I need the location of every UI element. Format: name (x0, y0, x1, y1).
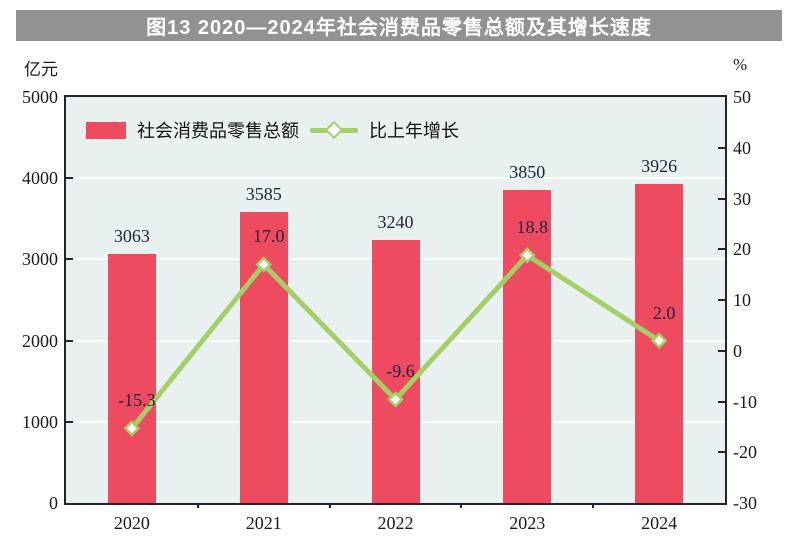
x-axis-label-2023: 2023 (509, 513, 546, 533)
left-axis-tick (66, 258, 73, 261)
right-axis-tick (718, 299, 725, 301)
legend-line-label: 比上年增长 (369, 121, 459, 141)
bar-2022 (371, 239, 420, 503)
left-axis-label: 3000 (22, 249, 58, 270)
growth-marker-2021 (255, 256, 272, 273)
left-axis-label: 2000 (22, 330, 58, 351)
right-axis-tick (718, 400, 725, 403)
plot-area: 3063 3585 3240 3850 3926 -15.3 17.0 -9.6 18.8 2.0… (64, 95, 727, 505)
x-axis-label-2021: 2021 (245, 513, 282, 533)
right-axis-label: 0 (733, 340, 742, 361)
x-axis-label-2022: 2022 (377, 513, 414, 533)
growth-marker-2024 (650, 332, 668, 349)
right-axis-tick (718, 349, 725, 352)
x-axis-boundary-tick (328, 503, 331, 508)
bar-value-label: 3926 (641, 156, 678, 177)
right-axis-tick (718, 197, 725, 200)
left-axis-label: 1000 (22, 411, 58, 432)
legend-diamond-marker (324, 120, 344, 140)
right-axis-label: -10 (733, 391, 757, 412)
growth-marker-2020 (123, 420, 141, 437)
growth-marker-2023 (519, 247, 536, 264)
right-axis-label: 30 (733, 188, 751, 209)
bar-value-label: 3585 (245, 183, 282, 204)
x-axis-label-2020: 2020 (113, 513, 150, 533)
right-axis-tick (718, 146, 725, 149)
figure-title: 图13 2020—2024年社会消费品零售总额及其增长速度 (146, 17, 652, 39)
x-axis-boundary-tick (592, 503, 595, 508)
growth-marker-2022 (387, 391, 404, 408)
bar-2020 (107, 254, 156, 503)
right-axis-label: -20 (733, 442, 757, 463)
left-axis-label: 4000 (22, 168, 58, 189)
x-axis-label-2024: 2024 (641, 513, 678, 533)
left-axis-label: 5000 (22, 87, 58, 107)
right-axis-label: -30 (733, 493, 757, 513)
legend-bar-label: 社会消费品零售总额 (137, 121, 299, 141)
growth-value-label: -15.3 (118, 390, 156, 411)
growth-value-label: 18.8 (516, 217, 549, 238)
growth-line-layer (123, 247, 668, 437)
bar-value-label: 3850 (509, 162, 546, 183)
left-axis-label: 0 (49, 493, 58, 513)
x-axis-boundary-tick (196, 503, 199, 508)
left-axis-unit: 亿元 (24, 60, 58, 79)
legend: 社会消费品零售总额 比上年增长 (86, 117, 459, 143)
right-axis-label: 20 (733, 239, 751, 260)
bar-2023 (503, 190, 552, 503)
growth-value-label: 17.0 (252, 226, 285, 247)
left-axis-tick (66, 339, 73, 342)
x-axis-boundary-tick (460, 503, 463, 508)
bar-value-label: 3240 (377, 211, 414, 232)
gridline (66, 177, 725, 180)
right-axis-tick (718, 248, 725, 251)
data-labels-layer: 3063 3585 3240 3850 3926 -15.3 17.0 -9.6 18.8 2.0 (66, 97, 725, 503)
growth-value-label: -9.6 (386, 361, 415, 382)
right-axis-unit: % (733, 55, 748, 74)
bars-layer (66, 97, 725, 503)
left-axis-tick (66, 420, 73, 423)
right-axis-label: 50 (733, 87, 751, 107)
figure-title-banner: 图13 2020—2024年社会消费品零售总额及其增长速度 (16, 10, 782, 41)
left-axis-tick (66, 177, 73, 180)
legend-line-swatch (310, 120, 358, 140)
bar-value-label: 3063 (113, 226, 150, 247)
right-axis-tick (718, 451, 725, 454)
growth-value-label: 2.0 (652, 302, 676, 323)
legend-bar-swatch (86, 121, 126, 139)
right-axis-label: 10 (733, 290, 751, 310)
right-axis-label: 40 (733, 137, 751, 158)
